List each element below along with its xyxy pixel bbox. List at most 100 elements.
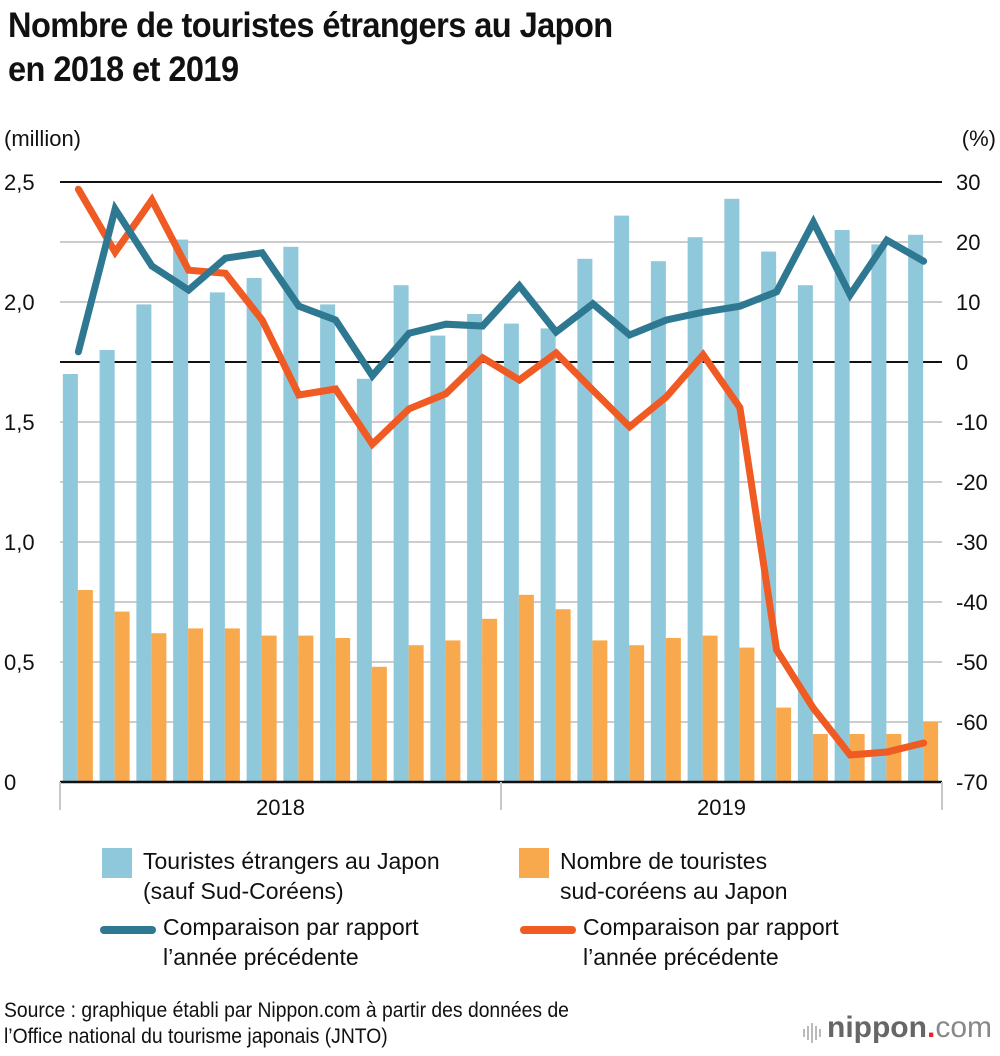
legend-label-orange-line: Comparaison par rapport l’année précéden… bbox=[583, 912, 839, 972]
bar-foreign-tourists bbox=[356, 378, 372, 782]
bar-foreign-tourists bbox=[430, 335, 446, 782]
bar-foreign-tourists bbox=[687, 237, 703, 782]
chart-title-line1: Nombre de touristes étrangers au Japon bbox=[8, 6, 613, 45]
bar-foreign-tourists bbox=[136, 304, 152, 782]
legend-text: l’année précédente bbox=[163, 944, 359, 970]
bar-korean-tourists bbox=[923, 722, 939, 782]
legend-text: Touristes étrangers au Japon bbox=[143, 848, 440, 874]
lines-layer bbox=[74, 185, 928, 759]
legend-label-blue-line: Comparaison par rapport l’année précéden… bbox=[163, 912, 419, 972]
bar-korean-tourists bbox=[702, 635, 718, 782]
y-left-tick-label: 0 bbox=[4, 770, 16, 795]
legend-swatch-orange-bar bbox=[519, 848, 549, 878]
chart-title: Nombre de touristes étrangers au Japon e… bbox=[8, 4, 613, 92]
bar-foreign-tourists bbox=[209, 292, 225, 782]
nippon-logo: nippon. com bbox=[803, 1011, 992, 1045]
logo-brand: nippon bbox=[827, 1011, 927, 1044]
legend-swatch-blue-bar bbox=[102, 848, 132, 878]
bar-korean-tourists bbox=[776, 707, 792, 782]
legend-text: Comparaison par rapport bbox=[583, 914, 839, 940]
bar-korean-tourists bbox=[518, 594, 534, 782]
right-axis-unit: (%) bbox=[961, 126, 996, 151]
legend-text: Nombre de touristes bbox=[560, 848, 768, 874]
source-note: Source : graphique établi par Nippon.com… bbox=[4, 998, 569, 1050]
bar-foreign-tourists bbox=[467, 314, 483, 782]
line-korean-yoy bbox=[74, 185, 928, 759]
bar-foreign-tourists bbox=[650, 261, 666, 782]
x-group-label: 2018 bbox=[256, 795, 305, 820]
bar-korean-tourists bbox=[849, 734, 865, 782]
bar-foreign-tourists bbox=[908, 234, 924, 783]
bar-korean-tourists bbox=[151, 633, 167, 782]
bar-korean-tourists bbox=[629, 645, 645, 782]
bar-korean-tourists bbox=[555, 609, 571, 782]
logo-dot: . bbox=[926, 1011, 936, 1044]
bar-korean-tourists bbox=[445, 640, 461, 782]
bar-foreign-tourists bbox=[871, 244, 887, 782]
line-foreign-yoy bbox=[74, 200, 928, 382]
bar-korean-tourists bbox=[886, 734, 902, 782]
x-group-label: 2019 bbox=[697, 795, 746, 820]
y-left-tick-label: 2,5 bbox=[4, 170, 35, 195]
legend-text: sud-coréens au Japon bbox=[560, 878, 788, 904]
bar-korean-tourists bbox=[812, 734, 828, 782]
logo-soundwave-icon bbox=[803, 1022, 821, 1044]
bar-foreign-tourists bbox=[173, 239, 189, 783]
bar-korean-tourists bbox=[408, 645, 424, 782]
bar-foreign-tourists bbox=[614, 215, 630, 783]
bar-foreign-tourists bbox=[283, 246, 299, 783]
legend-text: Comparaison par rapport bbox=[163, 914, 419, 940]
y-right-tick-label: -20 bbox=[956, 470, 988, 495]
chart-title-line2: en 2018 et 2019 bbox=[8, 50, 239, 89]
y-right-tick-label: 10 bbox=[956, 290, 980, 315]
bar-foreign-tourists bbox=[540, 328, 556, 782]
bar-korean-tourists bbox=[114, 611, 130, 782]
left-axis-unit: (million) bbox=[4, 126, 81, 151]
source-line: l’Office national du tourisme japonais (… bbox=[4, 1025, 388, 1048]
bar-korean-tourists bbox=[665, 638, 681, 782]
bar-foreign-tourists bbox=[577, 258, 593, 782]
y-right-tick-label: -40 bbox=[956, 590, 988, 615]
bar-korean-tourists bbox=[482, 618, 498, 782]
bar-foreign-tourists bbox=[62, 374, 78, 782]
tick-labels: 2018 2019 0 0,5 1,0 1,5 2,0 2,5 30 20 10 0 -10 -20 -30… bbox=[4, 170, 988, 820]
bar-foreign-tourists bbox=[320, 304, 336, 782]
bars-layer bbox=[62, 198, 939, 783]
y-right-tick-label: -50 bbox=[956, 650, 988, 675]
bar-foreign-tourists bbox=[761, 251, 777, 783]
bar-foreign-tourists bbox=[246, 278, 262, 782]
bar-foreign-tourists bbox=[99, 350, 115, 782]
legend-line-orange bbox=[520, 926, 576, 934]
legend-text: l’année précédente bbox=[583, 944, 779, 970]
y-left-tick-label: 0,5 bbox=[4, 650, 35, 675]
y-right-tick-label: -10 bbox=[956, 410, 988, 435]
bar-foreign-tourists bbox=[393, 285, 409, 782]
bar-korean-tourists bbox=[739, 647, 755, 782]
bar-korean-tourists bbox=[224, 628, 240, 782]
bar-foreign-tourists bbox=[724, 198, 740, 783]
y-right-tick-label: -70 bbox=[956, 770, 988, 795]
legend-line-blue bbox=[100, 926, 156, 934]
y-right-tick-label: -30 bbox=[956, 530, 988, 555]
y-left-tick-label: 2,0 bbox=[4, 290, 35, 315]
bar-korean-tourists bbox=[298, 635, 314, 782]
y-right-tick-label: 0 bbox=[956, 350, 968, 375]
y-left-tick-label: 1,0 bbox=[4, 530, 35, 555]
legend-label-orange-bar: Nombre de touristes sud-coréens au Japon bbox=[560, 846, 788, 906]
bar-korean-tourists bbox=[77, 590, 93, 782]
bar-korean-tourists bbox=[592, 640, 608, 782]
bar-foreign-tourists bbox=[834, 230, 850, 782]
y-left-tick-label: 1,5 bbox=[4, 410, 35, 435]
axes-layer bbox=[59, 780, 943, 810]
legend-text: (sauf Sud-Coréens) bbox=[143, 878, 344, 904]
y-right-tick-label: -60 bbox=[956, 710, 988, 735]
bar-korean-tourists bbox=[371, 666, 387, 782]
source-line: Source : graphique établi par Nippon.com… bbox=[4, 999, 569, 1022]
bar-foreign-tourists bbox=[503, 323, 519, 782]
logo-tld: com bbox=[935, 1011, 992, 1044]
bar-korean-tourists bbox=[261, 635, 277, 782]
bar-foreign-tourists bbox=[797, 285, 813, 782]
y-right-tick-label: 30 bbox=[956, 170, 980, 195]
bar-korean-tourists bbox=[188, 628, 204, 782]
